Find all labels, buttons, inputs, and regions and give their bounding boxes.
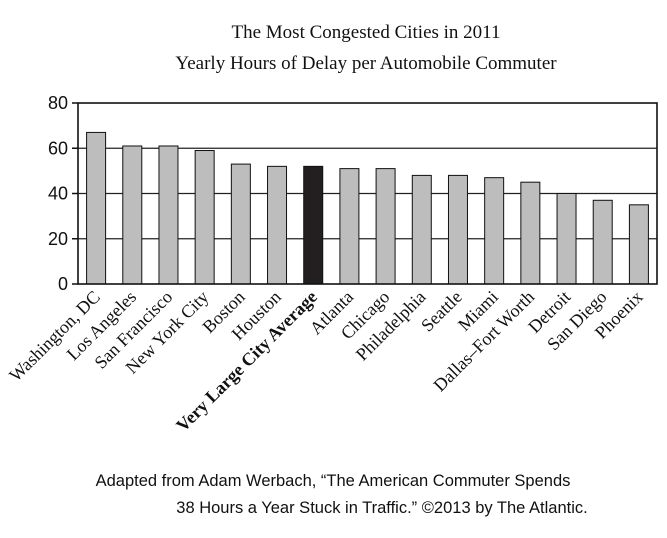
y-tick-label: 20 — [48, 229, 68, 249]
y-axis-ticks: 0 20 40 60 80 — [48, 93, 78, 294]
bar — [86, 131, 107, 285]
bar — [267, 165, 288, 285]
bar — [230, 163, 251, 285]
y-tick-label: 80 — [48, 93, 68, 113]
y-tick-label: 60 — [48, 138, 68, 158]
bar — [411, 174, 432, 285]
y-tick-label: 0 — [58, 274, 68, 294]
source-line-2: 38 Hours a Year Stuck in Traffic.” ©2013… — [176, 499, 587, 517]
bar — [339, 168, 360, 285]
bar — [375, 168, 396, 285]
bar — [592, 199, 613, 285]
bar — [520, 181, 541, 285]
x-category-label: Seattle — [417, 287, 466, 336]
chart-subtitle: Yearly Hours of Delay per Automobile Com… — [175, 53, 557, 74]
bar — [484, 177, 505, 285]
bar — [447, 174, 468, 285]
bar — [556, 193, 577, 285]
bars — [86, 131, 649, 285]
bar — [158, 145, 179, 285]
plot-frame — [77, 102, 658, 285]
bar-highlight — [303, 165, 324, 285]
plot-border — [77, 102, 658, 285]
bar — [194, 150, 215, 285]
bar — [122, 145, 143, 285]
bar — [628, 204, 649, 285]
source-line-1: Adapted from Adam Werbach, “The American… — [96, 472, 571, 490]
chart-title: The Most Congested Cities in 2011 — [232, 22, 501, 43]
y-tick-label: 40 — [48, 184, 68, 204]
